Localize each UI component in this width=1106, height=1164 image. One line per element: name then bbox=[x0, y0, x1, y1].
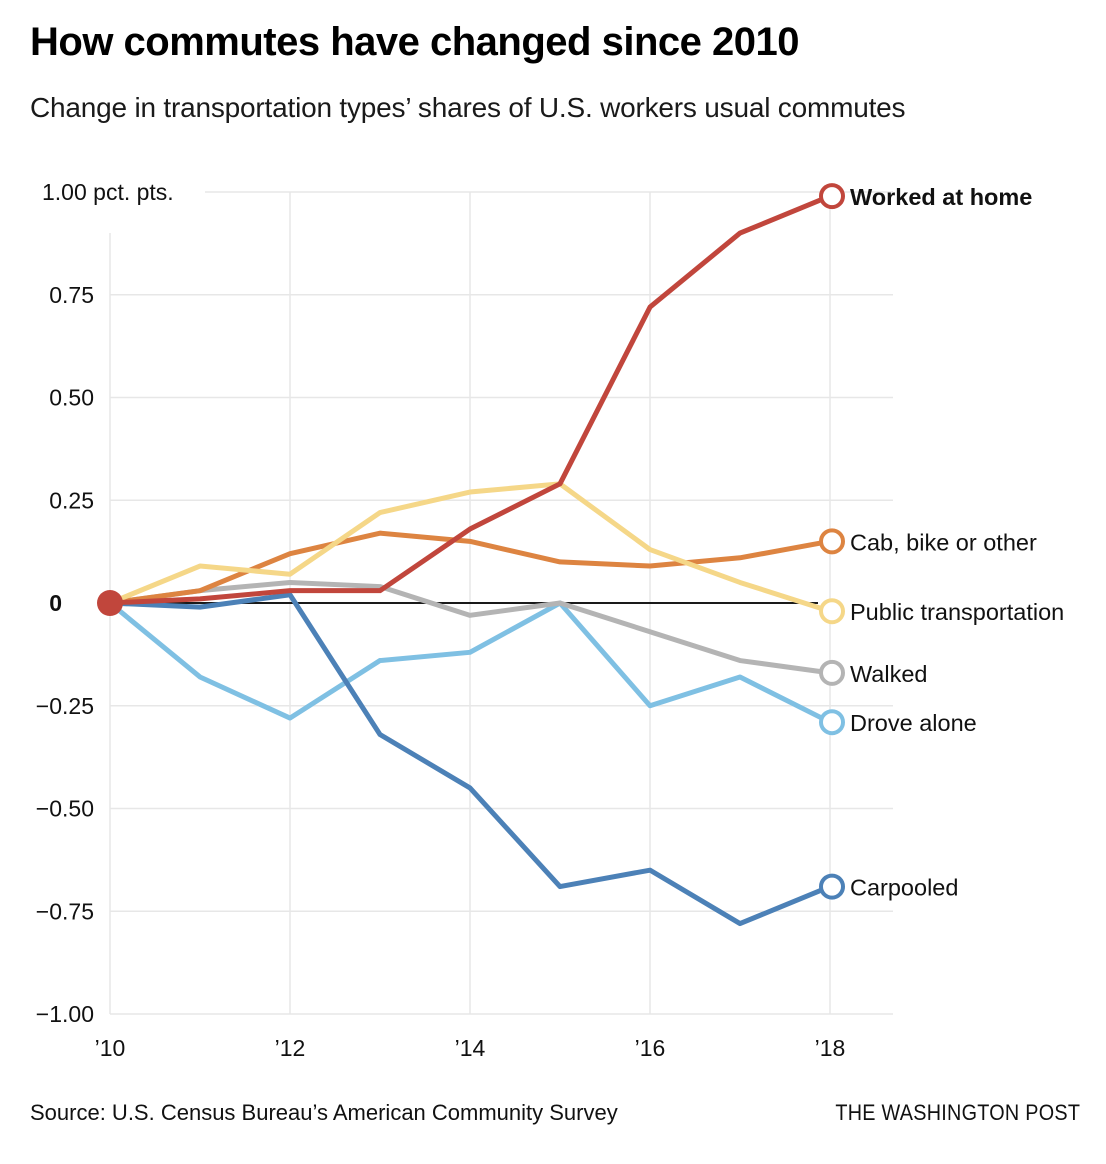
series-end-marker-carpooled bbox=[819, 873, 845, 900]
y-axis-tick-label: 1.00 pct. pts. bbox=[42, 179, 174, 205]
series-label-carpooled: Carpooled bbox=[850, 875, 958, 901]
series-label-worked-at-home: Worked at home bbox=[850, 184, 1032, 210]
series-line-walked bbox=[109, 579, 831, 676]
series-label-walked: Walked bbox=[850, 661, 928, 687]
series-end-marker-walked bbox=[819, 659, 845, 686]
y-axis-tick-label: −1.00 bbox=[36, 1001, 94, 1027]
series-line-cab-bike-or-other bbox=[109, 530, 831, 606]
series-end-marker-worked-at-home bbox=[819, 183, 845, 210]
y-axis-tick-label: 0.50 bbox=[49, 385, 94, 411]
brand-washington-post: THE WASHINGTON POST bbox=[835, 1100, 1080, 1125]
page-title: How commutes have changed since 2010 bbox=[30, 20, 799, 64]
x-axis-tick-label: ’18 bbox=[815, 1035, 846, 1061]
series-line-carpooled bbox=[109, 592, 831, 927]
x-axis-tick-label: ’12 bbox=[275, 1035, 306, 1061]
series-label-cab-bike-or-other: Cab, bike or other bbox=[850, 529, 1037, 555]
page-subtitle: Change in transportation types’ shares o… bbox=[30, 92, 906, 123]
series-end-marker-public-transportation bbox=[819, 598, 845, 625]
source-note: Source: U.S. Census Bureau’s American Co… bbox=[30, 1100, 618, 1125]
series-label-public-transportation: Public transportation bbox=[850, 599, 1064, 625]
x-axis-tick-label: ’14 bbox=[455, 1035, 486, 1061]
y-axis-tick-label: −0.25 bbox=[36, 693, 94, 719]
series-end-marker-cab-bike-or-other bbox=[819, 528, 845, 555]
x-axis-tick-label: ’10 bbox=[95, 1035, 126, 1061]
y-axis-tick-label: 0.25 bbox=[49, 487, 94, 513]
y-axis-tick-label: 0.75 bbox=[49, 282, 94, 308]
series-label-drove-alone: Drove alone bbox=[850, 710, 977, 736]
y-axis-tick-label: −0.50 bbox=[36, 796, 94, 822]
y-axis-tick-label: 0 bbox=[49, 590, 62, 616]
series-line-worked-at-home bbox=[109, 193, 831, 606]
y-axis-tick-label: −0.75 bbox=[36, 898, 94, 924]
series-line-drove-alone bbox=[108, 600, 832, 725]
series-end-marker-drove-alone bbox=[819, 709, 845, 736]
series-start-dot bbox=[97, 590, 123, 616]
series-line-public-transportation bbox=[109, 481, 831, 614]
x-axis-tick-label: ’16 bbox=[635, 1035, 666, 1061]
